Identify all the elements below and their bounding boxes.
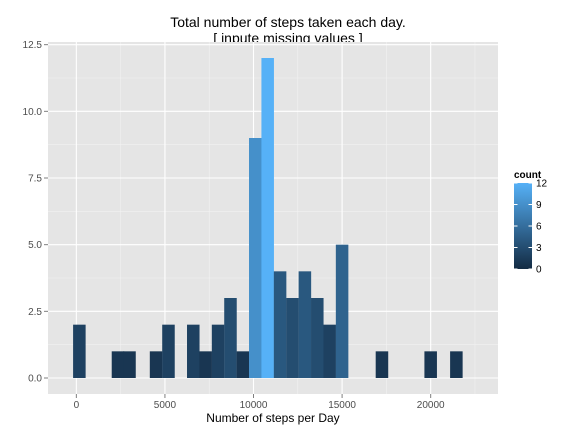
y-tick-label: 2.5	[28, 307, 42, 318]
histogram-bar	[335, 244, 349, 378]
x-tick-label: 5000	[154, 400, 177, 411]
y-tick-label: 12.5	[23, 40, 43, 51]
histogram-bar	[261, 58, 274, 378]
y-tick-label: 10.0	[23, 107, 43, 118]
histogram-bar	[424, 351, 437, 378]
histogram-bar	[236, 351, 250, 378]
legend-tick-label: 12	[536, 179, 548, 190]
y-tick-label: 7.5	[28, 174, 42, 185]
x-tick-label: 0	[74, 400, 80, 411]
legend-tick-label: 3	[536, 243, 542, 254]
histogram-bar	[273, 271, 287, 378]
histogram-bar	[149, 351, 163, 378]
histogram-bar	[123, 351, 136, 378]
chart-title: Total number of steps taken each day.	[170, 14, 406, 30]
histogram-bar	[298, 271, 312, 378]
histogram-bar	[211, 324, 225, 378]
legend-tick-label: 6	[536, 222, 542, 233]
legend-colorbar	[514, 183, 532, 269]
histogram-bar	[111, 351, 125, 378]
legend-tick-label: 9	[536, 200, 542, 211]
legend-ticks: 0 3 6 9 12	[514, 179, 548, 276]
legend-title: count	[514, 170, 542, 181]
y-tick-label: 0.0	[28, 374, 42, 385]
histogram-bar	[199, 351, 212, 378]
histogram-bar	[323, 324, 336, 378]
x-axis-title: Number of steps per Day	[206, 411, 339, 425]
y-tick-label: 5.0	[28, 240, 42, 251]
y-axis: 0.0 2.5 5.0 7.5 10.0 12.5	[23, 40, 48, 385]
histogram-bar	[187, 324, 200, 378]
x-tick-label: 10000	[240, 400, 268, 411]
histogram-bar	[249, 138, 262, 378]
x-tick-label: 15000	[328, 400, 356, 411]
histogram-bar	[450, 351, 463, 378]
histogram-bars	[73, 58, 463, 378]
histogram-bar	[311, 298, 324, 378]
histogram-bar	[162, 324, 175, 378]
color-legend: count 0 3 6 9 12	[514, 170, 548, 276]
x-tick-label: 20000	[417, 400, 445, 411]
legend-tick-label: 0	[536, 265, 542, 276]
histogram-bar	[224, 298, 237, 378]
histogram-bar	[286, 298, 299, 378]
histogram-bar	[375, 351, 389, 378]
x-axis: 0 5000 10000 15000 20000	[74, 394, 445, 411]
histogram-bar	[73, 324, 86, 378]
